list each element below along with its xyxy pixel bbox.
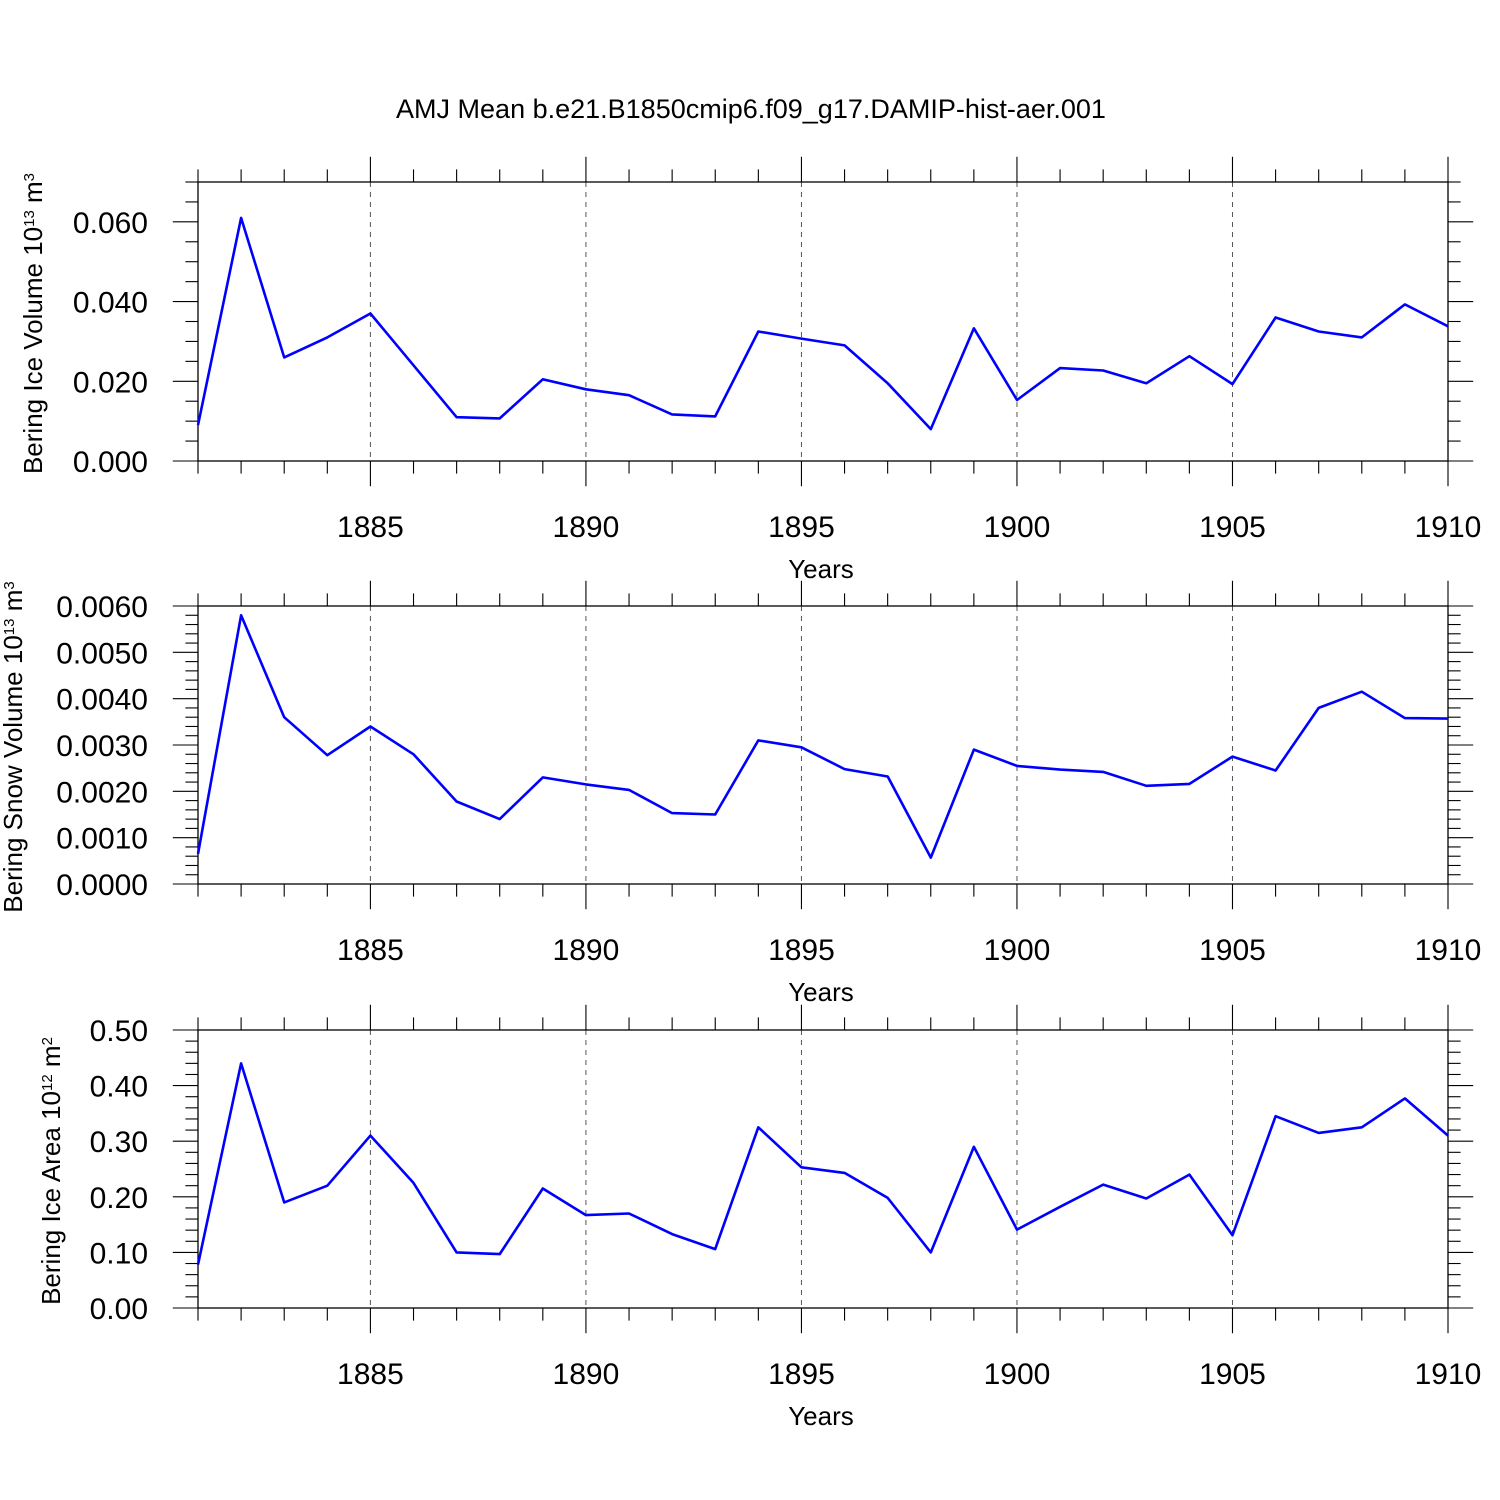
y-axis-title-part: Bering Ice Volume 10: [18, 227, 48, 474]
panels: 0.000 0.020 0.040 0.060 1885 1890 1895 1900 1905…: [0, 156, 1482, 1431]
x-axis-title: Years: [788, 554, 854, 584]
y-axis-title-superscript: 2: [39, 1037, 56, 1045]
y-axis-title-superscript: 12: [39, 1074, 56, 1091]
y-axis-title: Bering Ice Volume 1013 m3: [18, 173, 48, 474]
y-tick-label: 0.20: [90, 1182, 148, 1215]
y-axis-title-part: Bering Ice Area 10: [36, 1091, 66, 1305]
series-line: [196, 216, 1449, 431]
x-tick-label: 1890: [553, 511, 620, 544]
series-line: [196, 613, 1449, 859]
x-axis-title: Years: [788, 1401, 854, 1431]
y-axis-title-part: m: [18, 181, 48, 210]
plot-frame: [197, 605, 1449, 885]
y-tick-label: 0.060: [73, 207, 148, 240]
y-tick-label: 0.0030: [56, 730, 148, 763]
y-tick-label: 0.00: [90, 1293, 148, 1326]
y-tick-label: 0.0020: [56, 776, 148, 809]
x-tick-label: 1900: [984, 1358, 1051, 1391]
y-tick-label: 0.0000: [56, 869, 148, 902]
figure-title: AMJ Mean b.e21.B1850cmip6.f09_g17.DAMIP-…: [396, 94, 1106, 124]
y-tick-label: 0.000: [73, 446, 148, 479]
y-tick-label: 0.40: [90, 1071, 148, 1104]
plot-frame: [197, 181, 1449, 462]
series-line: [196, 1062, 1449, 1265]
y-axis-title-superscript: 13: [1, 619, 18, 636]
x-tick-label: 1895: [768, 1358, 835, 1391]
x-tick-label: 1895: [768, 511, 835, 544]
y-axis-title: Bering Snow Volume 1013 m3: [0, 581, 28, 912]
x-axis-title: Years: [788, 977, 854, 1007]
y-tick-label: 0.040: [73, 287, 148, 320]
plot-frame: [197, 1029, 1449, 1309]
x-tick-label: 1905: [1199, 1358, 1266, 1391]
x-tick-label: 1910: [1415, 1358, 1482, 1391]
x-tick-label: 1900: [984, 511, 1051, 544]
y-tick-label: 0.0010: [56, 823, 148, 856]
y-axis-title-part: m: [0, 590, 28, 619]
y-tick-label: 0.020: [73, 366, 148, 399]
x-tick-label: 1885: [337, 1358, 404, 1391]
panel-3: 0.00 0.10 0.20 0.30 0.40 0.50 1885 1890 1895 1900…: [36, 1004, 1482, 1431]
y-tick-label: 0.10: [90, 1237, 148, 1270]
y-axis-title-superscript: 13: [21, 210, 38, 227]
panel-1: 0.000 0.020 0.040 0.060 1885 1890 1895 1900 1905…: [18, 156, 1482, 584]
panel-2: 0.0000 0.0010 0.0020 0.0030 0.0040 0.0050 0.00…: [0, 580, 1482, 1007]
y-tick-label: 0.0040: [56, 684, 148, 717]
x-tick-label: 1890: [553, 934, 620, 967]
y-tick-label: 0.0060: [56, 591, 148, 624]
y-axis-title: Bering Ice Area 1012 m2: [36, 1037, 66, 1305]
x-tick-label: 1885: [337, 511, 404, 544]
x-tick-label: 1910: [1415, 511, 1482, 544]
x-tick-label: 1905: [1199, 511, 1266, 544]
y-axis-title-superscript: 3: [1, 581, 18, 589]
y-tick-label: 0.30: [90, 1126, 148, 1159]
y-axis-title-part: Bering Snow Volume 10: [0, 635, 28, 913]
x-tick-label: 1900: [984, 934, 1051, 967]
x-tick-label: 1905: [1199, 934, 1266, 967]
y-tick-label: 0.50: [90, 1015, 148, 1048]
y-tick-label: 0.0050: [56, 637, 148, 670]
x-tick-label: 1890: [553, 1358, 620, 1391]
y-axis-title-superscript: 3: [21, 173, 38, 181]
x-tick-label: 1895: [768, 934, 835, 967]
y-axis-title-part: m: [36, 1045, 66, 1074]
x-tick-label: 1885: [337, 934, 404, 967]
x-tick-label: 1910: [1415, 934, 1482, 967]
